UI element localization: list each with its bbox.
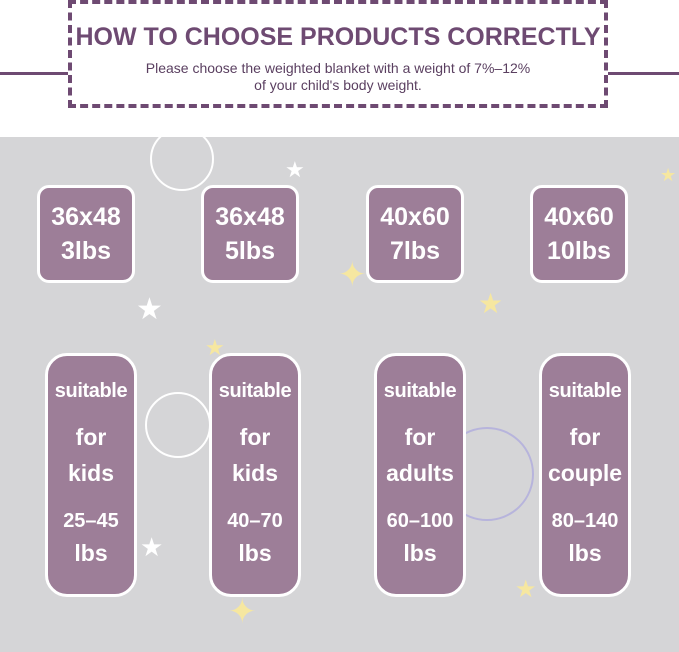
weight-unit: lbs — [238, 540, 272, 566]
suitable-label: suitable — [54, 380, 128, 402]
size-card-1: 36x48 3lbs — [37, 185, 135, 283]
subtitle: Please choose the weighted blanket with … — [72, 60, 604, 94]
size-dimensions: 36x48 — [215, 203, 285, 231]
size-card-3: 40x60 7lbs — [366, 185, 464, 283]
planet-decoration — [150, 137, 214, 191]
size-weight: 5lbs — [224, 237, 276, 265]
audience-label: couple — [547, 460, 623, 486]
size-dimensions: 40x60 — [544, 203, 614, 231]
star-icon: ★ — [140, 532, 164, 562]
size-card-2: 36x48 5lbs — [201, 185, 299, 283]
suitable-label: suitable — [548, 380, 622, 402]
star-icon: ★ — [136, 293, 163, 326]
size-dimensions: 40x60 — [380, 203, 450, 231]
star-icon: ★ — [660, 165, 677, 185]
star-icon: ✦ — [228, 593, 257, 631]
page-title: HOW TO CHOOSE PRODUCTS CORRECTLY — [75, 23, 601, 51]
divider-left — [0, 72, 70, 75]
audience-label: kids — [67, 460, 115, 486]
star-icon: ★ — [205, 335, 225, 360]
size-dimensions: 36x48 — [51, 203, 121, 231]
suitable-label: suitable — [218, 380, 292, 402]
audience-label: kids — [231, 460, 279, 486]
suitability-card-2: suitable for kids 40–70 lbs — [209, 353, 301, 597]
weight-unit: lbs — [74, 540, 108, 566]
space-background: ✦ ★ ★ ✦ ★ ★ ★ ★ ★ 36x48 3lbs 36x48 5lbs 40… — [0, 137, 679, 652]
suitability-card-1: suitable for kids 25–45 lbs — [45, 353, 137, 597]
header-box: HOW TO CHOOSE PRODUCTS CORRECTLY Please … — [68, 0, 608, 108]
for-label: for — [404, 424, 436, 450]
weight-unit: lbs — [403, 540, 437, 566]
for-label: for — [569, 424, 601, 450]
size-weight: 3lbs — [60, 237, 112, 265]
planet-decoration — [145, 392, 211, 458]
subtitle-line-2: of your child's body weight. — [254, 77, 422, 93]
star-icon: ★ — [478, 288, 504, 319]
size-card-4: 40x60 10lbs — [530, 185, 628, 283]
suitability-card-4: suitable for couple 80–140 lbs — [539, 353, 631, 597]
suitable-label: suitable — [383, 380, 457, 402]
size-weight: 10lbs — [547, 237, 611, 265]
star-icon: ★ — [515, 576, 537, 603]
weight-range: 25–45 — [63, 510, 119, 532]
weight-range: 60–100 — [386, 510, 454, 532]
for-label: for — [75, 424, 107, 450]
suitability-card-3: suitable for adults 60–100 lbs — [374, 353, 466, 597]
audience-label: adults — [386, 460, 454, 486]
star-icon: ✦ — [338, 256, 367, 294]
subtitle-line-1: Please choose the weighted blanket with … — [145, 60, 531, 76]
for-label: for — [239, 424, 271, 450]
weight-range: 80–140 — [551, 510, 619, 532]
weight-range: 40–70 — [227, 510, 283, 532]
star-icon: ★ — [285, 157, 305, 182]
size-weight: 7lbs — [389, 237, 441, 265]
divider-right — [606, 72, 679, 75]
weight-unit: lbs — [568, 540, 602, 566]
